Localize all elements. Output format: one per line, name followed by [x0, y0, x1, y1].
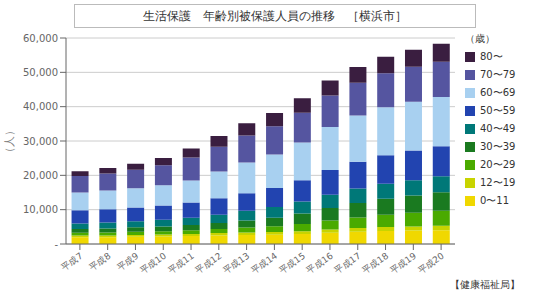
svg-text:平成18: 平成18: [360, 251, 390, 276]
svg-text:30,000: 30,000: [23, 136, 58, 147]
svg-text:平成7: 平成7: [60, 251, 85, 273]
svg-text:平成16: 平成16: [305, 251, 335, 276]
svg-text:平成19: 平成19: [388, 251, 418, 276]
svg-text:10,000: 10,000: [23, 204, 58, 215]
svg-text:平成12: 平成12: [194, 251, 224, 276]
html-text:（歳）: （歳）: [465, 33, 495, 44]
html-text:60〜69: 60〜69: [480, 87, 516, 98]
svg-text:平成11: 平成11: [166, 251, 196, 276]
svg-text:平成13: 平成13: [222, 251, 252, 276]
svg-text:平成17: 平成17: [333, 251, 363, 276]
html-text:70〜79: 70〜79: [480, 69, 516, 80]
html-text:20〜29: 20〜29: [480, 159, 516, 170]
html-text:50〜59: 50〜59: [480, 105, 516, 116]
html-text:生活保護 年齢別被保護人員の推移 ［横浜市］: 生活保護 年齢別被保護人員の推移 ［横浜市］: [143, 9, 407, 23]
svg-text:-: -: [54, 239, 58, 250]
svg-text:平成20: 平成20: [416, 251, 446, 276]
svg-text:50,000: 50,000: [23, 67, 58, 78]
html-text:0〜11: 0〜11: [480, 195, 510, 206]
html-text:80〜: 80〜: [480, 51, 503, 62]
svg-text:60,000: 60,000: [23, 33, 58, 44]
html-text:12〜19: 12〜19: [480, 177, 516, 188]
svg-text:平成9: 平成9: [115, 251, 140, 273]
svg-text:平成10: 平成10: [138, 251, 168, 276]
html-text:40〜49: 40〜49: [480, 123, 516, 134]
svg-text:平成15: 平成15: [277, 251, 307, 276]
svg-text:（人）: （人）: [8, 125, 16, 158]
svg-text:平成8: 平成8: [87, 251, 112, 273]
html-text:30〜39: 30〜39: [480, 141, 516, 152]
svg-text:20,000: 20,000: [23, 170, 58, 181]
svg-text:平成14: 平成14: [249, 251, 279, 276]
svg-text:40,000: 40,000: [23, 101, 58, 112]
html-text:【健康福祉局】: 【健康福祉局】: [450, 279, 520, 290]
